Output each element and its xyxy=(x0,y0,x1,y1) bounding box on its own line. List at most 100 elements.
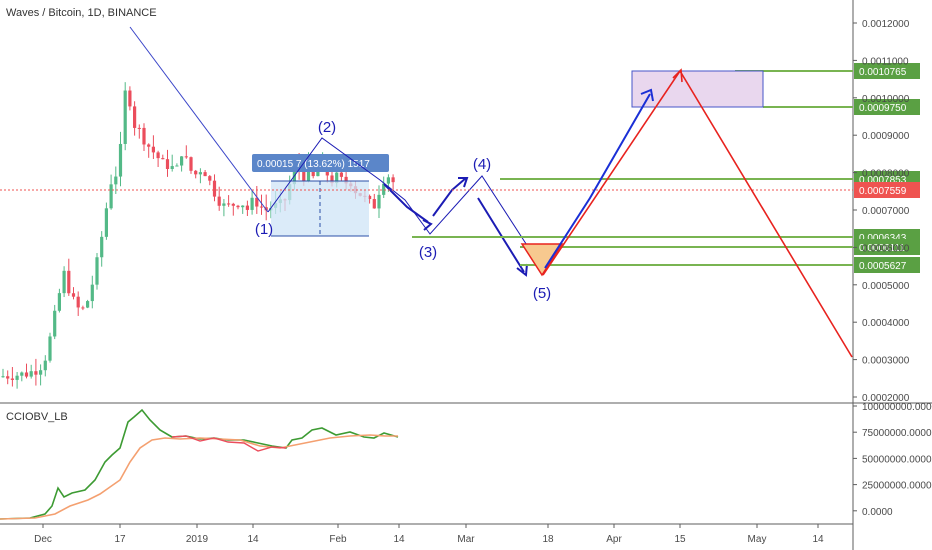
candle-body xyxy=(391,177,395,183)
price-tick-label: 0.0012000 xyxy=(862,19,910,30)
candle-body xyxy=(29,371,33,377)
wave-label: (3) xyxy=(419,244,437,261)
candle-body xyxy=(156,152,160,159)
wave-label: (2) xyxy=(318,119,336,136)
level-tag xyxy=(854,239,920,255)
candle-body xyxy=(151,146,155,153)
candle-body xyxy=(90,284,94,302)
arrowhead xyxy=(458,177,469,188)
candle-body xyxy=(81,307,85,309)
indicator-tick-label: 50000000.0000 xyxy=(862,454,932,465)
level-tag xyxy=(854,63,920,79)
indicator-title: CCIOBV_LB xyxy=(6,411,68,423)
obv-overlap-line xyxy=(171,435,287,452)
time-tick-label: Dec xyxy=(34,534,52,545)
measure-label: 0.00015 7 (13.62%) 1517 xyxy=(257,159,370,170)
price-tick-label: 0.0007000 xyxy=(862,206,910,217)
candle-body xyxy=(198,172,202,175)
wave-arrow-4 xyxy=(432,177,467,217)
time-tick-label: 14 xyxy=(812,534,824,545)
candle-body xyxy=(330,175,334,184)
time-tick-label: 14 xyxy=(393,534,405,545)
candle-body xyxy=(194,170,198,175)
obv-fast-line xyxy=(0,408,399,520)
indicator-tick-label: 0.0000 xyxy=(862,507,893,518)
candle-body xyxy=(203,172,207,177)
candle-body xyxy=(71,293,76,297)
candle-body xyxy=(76,296,80,308)
candle-body xyxy=(15,375,19,380)
candle-body xyxy=(165,159,170,169)
candle-body xyxy=(382,183,386,195)
candle-body xyxy=(133,106,137,128)
candle-body xyxy=(137,127,141,129)
candle-body xyxy=(104,208,108,237)
candle-body xyxy=(386,177,390,184)
candle-body xyxy=(241,205,245,208)
candle-body xyxy=(259,206,264,208)
wave-path xyxy=(267,137,546,274)
time-tick-label: Apr xyxy=(606,534,622,545)
candle-body xyxy=(100,236,104,258)
time-tick-label: 18 xyxy=(542,534,554,545)
arrowhead xyxy=(422,219,433,231)
wave-arrow-3 xyxy=(383,183,429,223)
arrowhead xyxy=(516,263,528,277)
price-tick-label: 0.0004000 xyxy=(862,318,910,329)
candle-body xyxy=(118,143,123,177)
candle-body xyxy=(24,372,29,377)
obv-slow-line xyxy=(0,434,398,520)
level-tag xyxy=(854,99,920,115)
candle-body xyxy=(57,293,61,311)
wave-arrow-5 xyxy=(477,197,525,273)
red-projection xyxy=(542,69,853,358)
blue-projection xyxy=(544,93,651,269)
time-tick-label: 14 xyxy=(247,534,259,545)
level-label: 0.0009750 xyxy=(859,103,907,114)
time-tick-label: Mar xyxy=(457,534,475,545)
symbol-title: Waves / Bitcoin, 1D, BINANCE xyxy=(6,7,157,19)
level-label: 0.0007853 xyxy=(859,175,907,186)
indicator-tick-label: 100000000.0000 xyxy=(862,402,932,413)
candle-body xyxy=(344,176,348,184)
price-tick-label: 0.0003000 xyxy=(862,356,910,367)
candle-body xyxy=(95,257,99,285)
candle-body xyxy=(292,164,296,185)
level-tag xyxy=(854,257,920,273)
candle-body xyxy=(39,370,43,375)
candle-body xyxy=(269,207,273,211)
candle-body xyxy=(368,195,372,200)
last-price-label: 0.0007559 xyxy=(859,186,907,197)
candle-body xyxy=(180,156,184,166)
time-tick-label: May xyxy=(748,534,767,545)
candle-body xyxy=(67,270,71,294)
candle-body xyxy=(250,197,254,210)
candle-body xyxy=(48,336,52,361)
wave-label: (5) xyxy=(533,285,551,302)
time-tick-label: 15 xyxy=(674,534,686,545)
last-price-tag xyxy=(854,182,920,198)
measure-tag xyxy=(252,154,389,172)
candle-body xyxy=(6,376,10,379)
trend-line xyxy=(129,26,269,213)
level-label: 0.0006111 xyxy=(859,243,905,254)
axis-layer: 0.0012000 0.0011000 0.0010000 0.0009000 0.00… xyxy=(34,19,910,545)
price-tick-label: 0.0008000 xyxy=(862,169,910,180)
price-tick-label: 0.0006000 xyxy=(862,243,910,254)
arrowhead xyxy=(640,88,654,102)
candle-body xyxy=(236,205,240,208)
candle-body xyxy=(123,90,127,144)
indicator-layer: 100000000.0000 75000000.0000 50000000.0000… xyxy=(0,402,932,520)
candle-body xyxy=(53,310,57,337)
buy-zone xyxy=(520,243,564,277)
candle-body xyxy=(227,203,231,205)
candle-body xyxy=(335,172,339,184)
time-tick-label: 17 xyxy=(114,534,126,545)
candle-body xyxy=(208,176,212,181)
level-label: 0.0006343 xyxy=(859,233,907,244)
time-tick-label: 2019 xyxy=(186,534,209,545)
time-tick-label: Feb xyxy=(329,534,347,545)
candle-body xyxy=(212,180,217,197)
indicator-tick-label: 75000000.0000 xyxy=(862,428,932,439)
